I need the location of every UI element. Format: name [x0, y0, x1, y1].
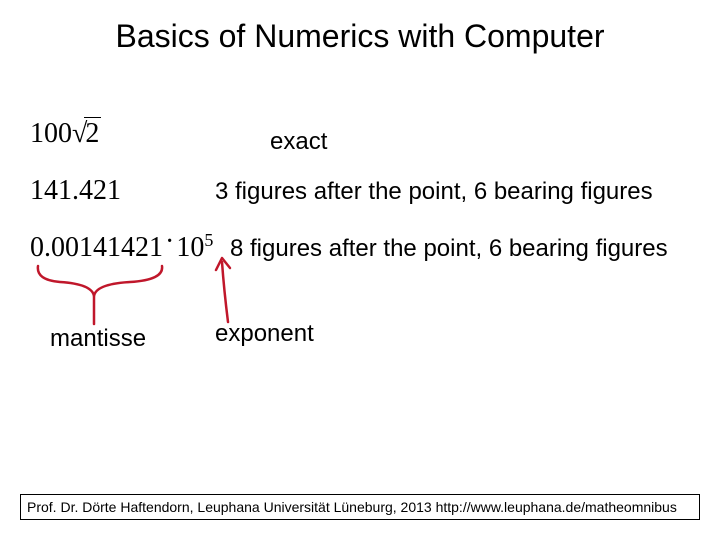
label-three-figures: 3 figures after the point, 6 bearing fig…	[215, 178, 653, 206]
mult-dot-icon: ·	[163, 226, 176, 257]
formula-scientific: 0.00141421·105	[30, 230, 213, 264]
formula-mantissa: 0.00141421	[30, 232, 163, 263]
slide: Basics of Numerics with Computer 100√2 1…	[0, 0, 720, 540]
footer-attribution: Prof. Dr. Dörte Haftendorn, Leuphana Uni…	[20, 494, 700, 520]
mantisse-brace-annotation	[30, 260, 170, 330]
formula-exact: 100√2	[30, 118, 101, 150]
formula-base: 10	[176, 232, 204, 263]
label-exact: exact	[270, 128, 327, 156]
formula-radicand: 2	[84, 117, 101, 149]
label-exponent: exponent	[215, 320, 314, 348]
formula-coeff: 100	[30, 118, 72, 149]
label-mantisse: mantisse	[50, 325, 146, 353]
formula-exponent-value: 5	[204, 230, 213, 250]
formula-decimal: 141.421	[30, 175, 121, 207]
slide-title: Basics of Numerics with Computer	[0, 18, 720, 55]
label-eight-figures: 8 figures after the point, 6 bearing fig…	[230, 235, 668, 263]
